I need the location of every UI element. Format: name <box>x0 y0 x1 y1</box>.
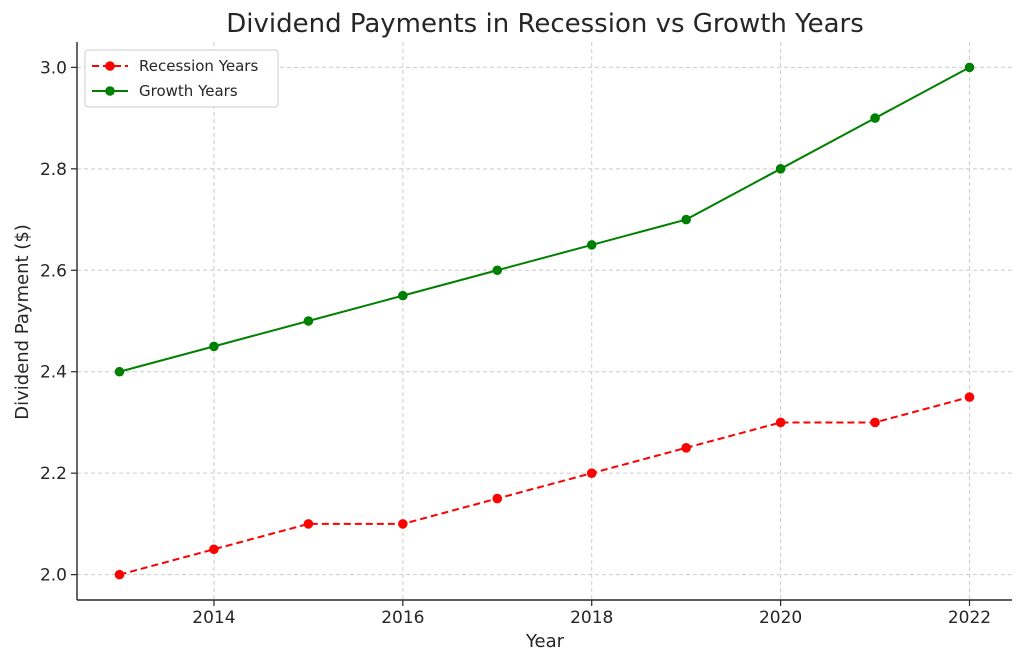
grid <box>77 42 1012 600</box>
data-point <box>586 468 597 478</box>
data-point <box>114 569 125 580</box>
legend: Recession Years Growth Years <box>84 49 279 108</box>
axes <box>76 42 1012 601</box>
x-tick-label: 2014 <box>192 608 235 628</box>
x-tick-label: 2022 <box>948 608 991 628</box>
legend-label: Growth Years <box>139 82 238 100</box>
y-axis-label: Dividend Payment ($) <box>12 224 33 420</box>
y-tick-label: 2.4 <box>40 363 67 383</box>
y-tick-label: 3.0 <box>40 58 67 78</box>
data-point <box>209 341 219 352</box>
series-line-1 <box>119 396 970 576</box>
data-point <box>586 240 597 250</box>
data-point <box>209 544 219 555</box>
y-tick-label: 2.0 <box>40 566 67 586</box>
legend-label: Recession Years <box>139 57 258 75</box>
legend-box <box>84 49 279 108</box>
data-point <box>964 392 975 402</box>
data-point <box>303 519 314 529</box>
data-point <box>398 519 408 529</box>
data-point <box>964 62 975 73</box>
legend-marker <box>105 61 115 71</box>
data-point <box>681 214 691 225</box>
x-tick-label: 2016 <box>381 608 424 628</box>
y-tick-label: 2.6 <box>40 261 67 281</box>
series-group <box>114 62 975 580</box>
data-point <box>492 265 503 276</box>
data-point <box>775 417 786 428</box>
y-ticks: 2.0 2.2 2.4 2.6 2.8 3.0 <box>40 58 77 586</box>
legend-marker <box>105 86 115 96</box>
data-point <box>398 290 408 301</box>
data-point <box>775 164 786 174</box>
x-tick-label: 2020 <box>759 608 802 628</box>
data-point <box>303 316 314 326</box>
chart-title: Dividend Payments in Recession vs Growth… <box>226 9 864 39</box>
y-tick-label: 2.8 <box>40 160 67 180</box>
series-line-2 <box>119 66 970 373</box>
x-tick-label: 2018 <box>570 608 613 628</box>
x-ticks: 2014 2016 2018 2020 2022 <box>192 600 991 628</box>
data-point <box>492 493 503 504</box>
y-tick-label: 2.2 <box>40 464 67 484</box>
data-point <box>870 417 880 428</box>
x-axis-label: Year <box>525 631 565 652</box>
data-point <box>114 366 125 377</box>
data-point <box>870 113 880 123</box>
data-point <box>681 443 691 453</box>
